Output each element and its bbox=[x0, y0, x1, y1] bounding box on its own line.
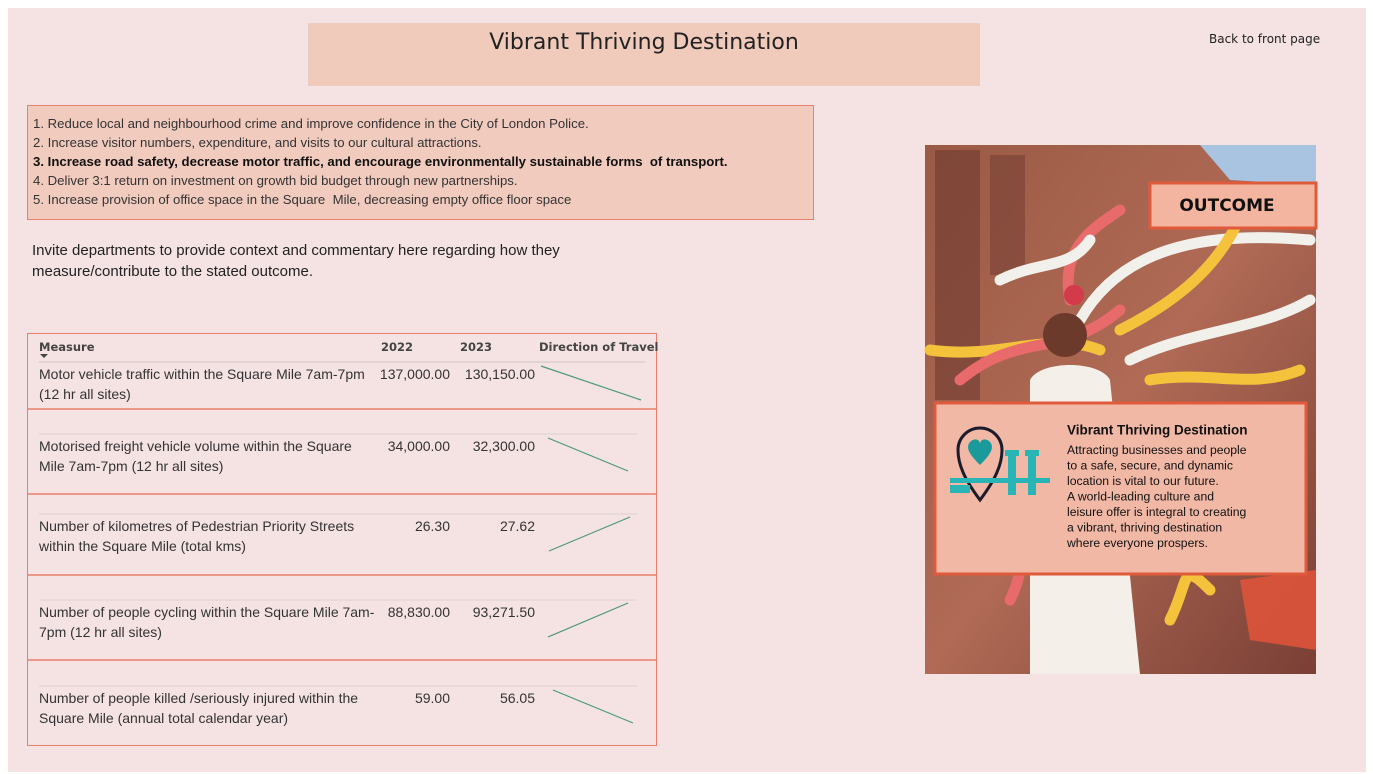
value-2022: 59.00 bbox=[414, 690, 450, 706]
value-2022: 137,000.00 bbox=[379, 366, 450, 382]
value-2023: 32,300.00 bbox=[472, 438, 535, 454]
value-2022: 88,830.00 bbox=[387, 604, 450, 620]
column-header: Measure bbox=[39, 340, 95, 354]
commentary-line: Invite departments to provide context an… bbox=[32, 242, 560, 259]
commentary-line: measure/contribute to the stated outcome… bbox=[32, 263, 313, 280]
back-link[interactable]: Back to front page bbox=[1209, 32, 1321, 46]
value-2023: 27.62 bbox=[499, 518, 535, 534]
value-2023: 56.05 bbox=[499, 690, 535, 706]
measure-name: Number of people cycling within the Squa… bbox=[39, 604, 375, 640]
measure-name: Number of kilometres of Pedestrian Prior… bbox=[39, 518, 355, 554]
column-header: 2023 bbox=[460, 340, 493, 354]
objective: 2. Increase visitor numbers, expenditure… bbox=[33, 135, 482, 150]
value-2022: 34,000.00 bbox=[387, 438, 450, 454]
commentary: Invite departments to provide context an… bbox=[32, 240, 560, 282]
objective: 4. Deliver 3:1 return on investment on g… bbox=[33, 173, 518, 188]
objectives-box: 1. Reduce local and neighbourhood crime … bbox=[27, 105, 814, 220]
value-2022: 26.30 bbox=[414, 518, 450, 534]
value-2023: 130,150.00 bbox=[464, 366, 535, 382]
column-header: Direction of Travel bbox=[539, 340, 659, 354]
value-2023: 93,271.50 bbox=[472, 604, 535, 620]
measure-name: Motor vehicle traffic within the Square … bbox=[39, 366, 365, 402]
title-banner bbox=[308, 23, 980, 86]
objective: 1. Reduce local and neighbourhood crime … bbox=[33, 116, 589, 131]
measures-table bbox=[27, 333, 657, 746]
measure-name: Number of people killed /seriously injur… bbox=[39, 690, 359, 726]
column-header: 2022 bbox=[381, 340, 414, 354]
page-title: Vibrant Thriving Destination bbox=[489, 30, 799, 55]
objective: 5. Increase provision of office space in… bbox=[33, 192, 572, 207]
objective: 3. Increase road safety, decrease motor … bbox=[33, 154, 728, 169]
measure-name: Motorised freight vehicle volume within … bbox=[39, 438, 352, 474]
